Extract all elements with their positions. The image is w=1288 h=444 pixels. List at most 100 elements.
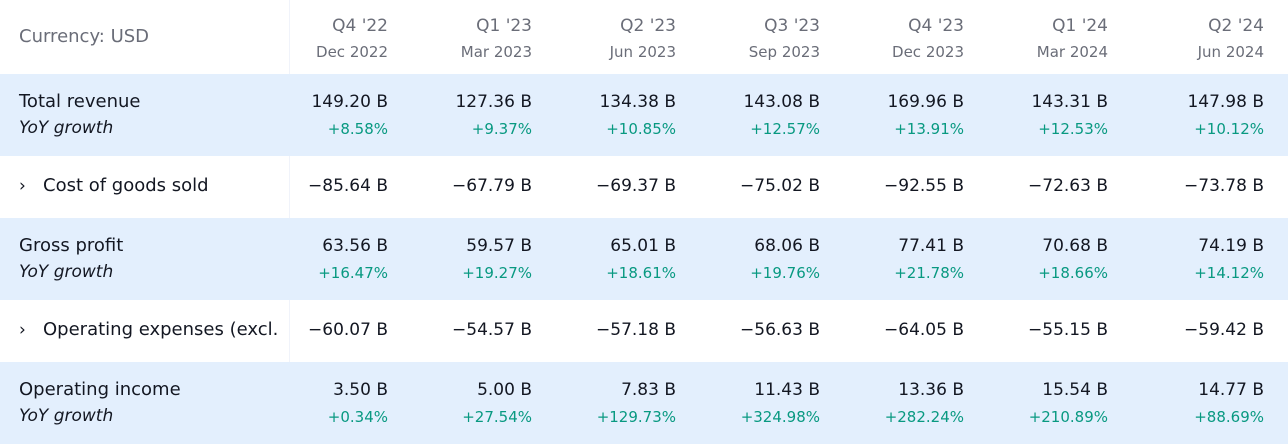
period-column-header: Q2 '23 Jun 2023	[578, 0, 722, 74]
period-date: Mar 2024	[1036, 43, 1108, 61]
period-date: Dec 2023	[892, 43, 964, 61]
value-cell: −54.57 B	[434, 300, 578, 362]
row-sub-label: YoY growth	[19, 118, 114, 138]
value-cell: 5.00 B +27.54%	[434, 362, 578, 444]
metric-value: −57.18 B	[596, 320, 676, 340]
growth-value: +13.91%	[894, 120, 964, 138]
value-cell: −69.37 B	[578, 156, 722, 218]
metric-value: 13.36 B	[898, 380, 964, 400]
value-cell: −57.18 B	[578, 300, 722, 362]
value-cell: 77.41 B +21.78%	[866, 218, 1010, 300]
period-date: Jun 2024	[1197, 43, 1264, 61]
growth-value: +8.58%	[327, 120, 388, 138]
growth-value: +19.76%	[750, 264, 820, 282]
metric-value: 3.50 B	[333, 380, 388, 400]
period-quarter: Q4 '23	[908, 16, 964, 36]
row-sub-label: YoY growth	[19, 262, 114, 282]
row-label[interactable]: Cost of goods sold	[43, 175, 209, 196]
period-column-header: Q4 '22 Dec 2022	[290, 0, 434, 74]
row-sub-label: YoY growth	[19, 406, 114, 426]
period-date: Jun 2023	[609, 43, 676, 61]
growth-value: +19.27%	[462, 264, 532, 282]
row-label: Operating income	[19, 379, 181, 400]
table-row-operating-expenses[interactable]: › Operating expenses (excl. −60.07 B −54…	[0, 300, 1288, 362]
metric-value: −85.64 B	[308, 176, 388, 196]
row-label-cell: › Operating expenses (excl.	[0, 300, 290, 362]
value-cell: 63.56 B +16.47%	[290, 218, 434, 300]
currency-label: Currency: USD	[19, 26, 150, 47]
value-cell: 3.50 B +0.34%	[290, 362, 434, 444]
chevron-right-icon[interactable]: ›	[19, 176, 26, 196]
period-column-header: Q4 '23 Dec 2023	[866, 0, 1010, 74]
value-cell: −64.05 B	[866, 300, 1010, 362]
value-cell: 68.06 B +19.76%	[722, 218, 866, 300]
metric-value: 65.01 B	[610, 236, 676, 256]
metric-value: 68.06 B	[754, 236, 820, 256]
value-cell: −55.15 B	[1010, 300, 1154, 362]
growth-value: +88.69%	[1194, 408, 1264, 426]
growth-value: +12.57%	[750, 120, 820, 138]
table-row-operating-income: Operating income YoY growth 3.50 B +0.34…	[0, 362, 1288, 444]
value-cell: 74.19 B +14.12%	[1154, 218, 1288, 300]
value-cell: −75.02 B	[722, 156, 866, 218]
value-cell: −60.07 B	[290, 300, 434, 362]
metric-value: −54.57 B	[452, 320, 532, 340]
row-label[interactable]: Operating expenses (excl.	[43, 319, 279, 340]
period-quarter: Q4 '22	[332, 16, 388, 36]
metric-value: 63.56 B	[322, 236, 388, 256]
value-cell: −73.78 B	[1154, 156, 1288, 218]
period-column-header: Q1 '23 Mar 2023	[434, 0, 578, 74]
period-date: Mar 2023	[460, 43, 532, 61]
growth-value: +18.61%	[606, 264, 676, 282]
value-cell: 147.98 B +10.12%	[1154, 74, 1288, 156]
value-cell: 149.20 B +8.58%	[290, 74, 434, 156]
metric-value: 11.43 B	[754, 380, 820, 400]
metric-value: 5.00 B	[477, 380, 532, 400]
period-quarter: Q1 '24	[1052, 16, 1108, 36]
value-cell: −85.64 B	[290, 156, 434, 218]
growth-value: +129.73%	[596, 408, 676, 426]
period-quarter: Q1 '23	[476, 16, 532, 36]
metric-value: 14.77 B	[1198, 380, 1264, 400]
value-cell: 13.36 B +282.24%	[866, 362, 1010, 444]
growth-value: +10.85%	[606, 120, 676, 138]
growth-value: +10.12%	[1194, 120, 1264, 138]
metric-value: 169.96 B	[887, 92, 964, 112]
metric-value: 143.31 B	[1031, 92, 1108, 112]
metric-value: 77.41 B	[898, 236, 964, 256]
header-label-cell: Currency: USD	[0, 0, 290, 74]
value-cell: 70.68 B +18.66%	[1010, 218, 1154, 300]
metric-value: −67.79 B	[452, 176, 532, 196]
period-date: Dec 2022	[316, 43, 388, 61]
growth-value: +21.78%	[894, 264, 964, 282]
metric-value: −73.78 B	[1184, 176, 1264, 196]
row-label-cell: Total revenue YoY growth	[0, 74, 290, 156]
value-cell: 127.36 B +9.37%	[434, 74, 578, 156]
metric-value: 143.08 B	[743, 92, 820, 112]
value-cell: −72.63 B	[1010, 156, 1154, 218]
value-cell: 143.31 B +12.53%	[1010, 74, 1154, 156]
value-cell: 11.43 B +324.98%	[722, 362, 866, 444]
value-cell: 134.38 B +10.85%	[578, 74, 722, 156]
value-cell: 7.83 B +129.73%	[578, 362, 722, 444]
table-row-cost-of-goods-sold[interactable]: › Cost of goods sold −85.64 B −67.79 B −…	[0, 156, 1288, 218]
metric-value: −59.42 B	[1184, 320, 1264, 340]
metric-value: −75.02 B	[740, 176, 820, 196]
metric-value: −55.15 B	[1028, 320, 1108, 340]
metric-value: 149.20 B	[311, 92, 388, 112]
growth-value: +210.89%	[1028, 408, 1108, 426]
row-label-cell: Operating income YoY growth	[0, 362, 290, 444]
growth-value: +12.53%	[1038, 120, 1108, 138]
row-label-cell: › Cost of goods sold	[0, 156, 290, 218]
metric-value: 74.19 B	[1198, 236, 1264, 256]
chevron-right-icon[interactable]: ›	[19, 320, 26, 340]
growth-value: +9.37%	[471, 120, 532, 138]
value-cell: −92.55 B	[866, 156, 1010, 218]
table-row-gross-profit: Gross profit YoY growth 63.56 B +16.47% …	[0, 218, 1288, 300]
period-column-header: Q2 '24 Jun 2024	[1154, 0, 1288, 74]
header-row: Currency: USD Q4 '22 Dec 2022 Q1 '23 Mar…	[0, 0, 1288, 74]
period-column-header: Q3 '23 Sep 2023	[722, 0, 866, 74]
growth-value: +16.47%	[318, 264, 388, 282]
metric-value: −64.05 B	[884, 320, 964, 340]
